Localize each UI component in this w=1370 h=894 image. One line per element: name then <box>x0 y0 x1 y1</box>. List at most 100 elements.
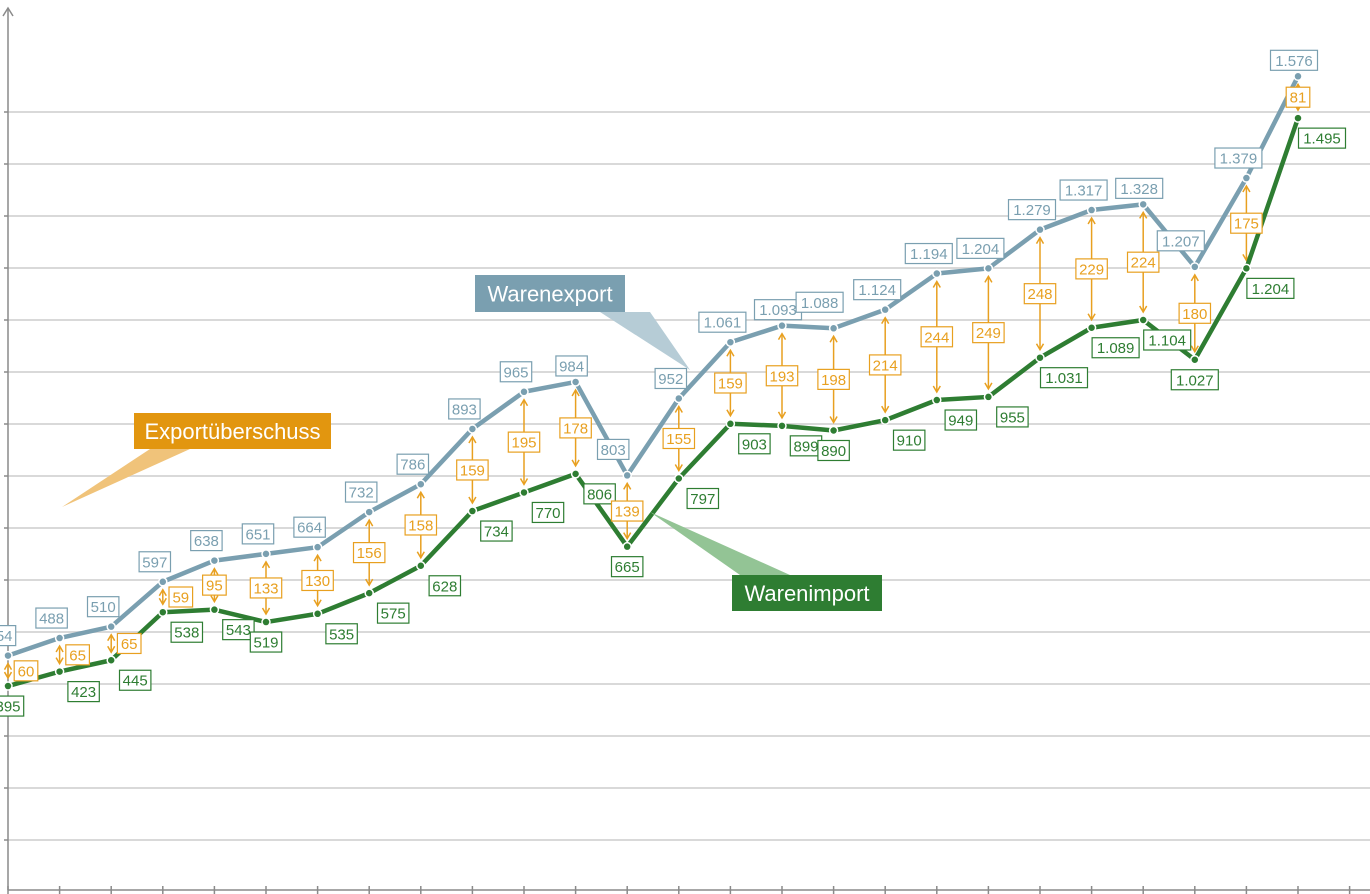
surplus-arrow-head <box>571 459 580 468</box>
callout-pointer <box>62 449 190 507</box>
export-point <box>983 263 994 274</box>
label-box <box>1023 283 1057 305</box>
label-box <box>118 669 152 691</box>
surplus-arrow-head <box>881 405 890 414</box>
export-data-label: 1.279 <box>1007 199 1057 221</box>
label-text: 890 <box>821 443 846 460</box>
export-point <box>519 387 529 397</box>
label-text: 159 <box>718 375 743 392</box>
label-box <box>1285 86 1311 108</box>
import-data-label: 519 <box>249 631 283 653</box>
import-point <box>880 415 890 425</box>
export-point <box>880 304 890 315</box>
label-box <box>1007 199 1057 221</box>
export-data-label: 488 <box>35 607 68 629</box>
label-text: 65 <box>69 647 86 664</box>
import-data-label: 1.089 <box>1091 337 1140 359</box>
label-box <box>904 242 953 265</box>
label-text: 445 <box>123 673 148 690</box>
label-box <box>202 574 227 596</box>
callout-box <box>732 575 882 611</box>
import-point <box>1086 322 1097 333</box>
import-point <box>674 473 684 484</box>
label-text: 229 <box>1079 261 1104 278</box>
label-text: 786 <box>400 457 425 474</box>
label-text: 770 <box>535 505 560 522</box>
label-box <box>138 551 172 573</box>
label-box <box>1126 251 1160 273</box>
export-data-label: 454 <box>0 624 17 647</box>
label-text: 510 <box>91 599 116 616</box>
label-box <box>404 514 438 536</box>
label-box <box>352 541 386 564</box>
export-data-label: 1.379 <box>1214 147 1263 169</box>
surplus-arrow-head <box>416 551 425 560</box>
label-box <box>376 602 410 624</box>
label-box <box>996 406 1029 428</box>
label-box <box>86 596 120 618</box>
surplus-arrow-head <box>55 644 64 653</box>
export-data-label: 1.124 <box>853 279 902 301</box>
export-data-label: 664 <box>293 516 326 538</box>
callout-label: Warenimport <box>744 581 869 606</box>
label-text: 1.317 <box>1065 183 1103 200</box>
label-box <box>1156 230 1205 252</box>
label-text: 903 <box>742 436 767 453</box>
surplus-data-label: 244 <box>920 326 954 348</box>
label-box <box>654 367 688 390</box>
label-text: 1.279 <box>1013 202 1051 219</box>
export-point <box>725 337 736 347</box>
surplus-arrow-head <box>416 490 425 499</box>
surplus-arrow-head <box>1035 236 1045 245</box>
surplus-arrow-head <box>623 481 632 490</box>
label-box <box>555 355 588 377</box>
import-point <box>158 607 168 617</box>
label-box <box>499 361 533 383</box>
surplus-arrow-head <box>158 588 167 597</box>
callouts: Exportüberschuss Warenexport Warenimport <box>62 275 882 611</box>
surplus-data-label: 59 <box>168 586 194 608</box>
surplus-arrow-head <box>623 532 632 541</box>
surplus-data-label: 198 <box>817 368 850 390</box>
surplus-arrow-head <box>829 334 838 343</box>
label-text: 538 <box>174 625 199 642</box>
label-text: 893 <box>452 401 477 418</box>
label-text: 1.027 <box>1176 372 1214 389</box>
label-text: 732 <box>349 485 374 502</box>
surplus-data-label: 178 <box>559 417 592 439</box>
label-text: 965 <box>503 364 528 381</box>
label-box <box>249 577 283 599</box>
export-data-label: 1.093 <box>753 299 803 321</box>
surplus-arrow-head <box>829 416 838 424</box>
export-point <box>1241 173 1252 183</box>
export-data-label: 1.328 <box>1115 177 1164 199</box>
label-box <box>168 586 194 608</box>
surplus-arrow-head <box>984 382 993 391</box>
surplus-arrow-head <box>984 274 993 283</box>
label-box <box>507 431 541 453</box>
label-text: 244 <box>924 329 949 346</box>
callout-pointer <box>650 512 790 575</box>
export-data-label: 732 <box>344 481 378 503</box>
label-text: 423 <box>71 684 96 701</box>
surplus-data-label: 195 <box>507 431 541 453</box>
surplus-data-label: 133 <box>249 577 283 599</box>
label-box <box>892 429 926 451</box>
import-point <box>209 604 220 615</box>
export-data-label: 1.061 <box>698 311 747 333</box>
export-point <box>570 377 581 387</box>
surplus-arrow-head <box>932 385 941 394</box>
label-box <box>1039 367 1089 389</box>
label-box <box>1178 302 1212 324</box>
label-text: 159 <box>460 462 485 479</box>
label-text: 130 <box>305 573 330 590</box>
label-box <box>795 291 844 313</box>
import-data-label: 910 <box>892 429 926 451</box>
grid <box>8 111 1370 841</box>
export-point <box>54 633 65 643</box>
label-box <box>325 623 358 645</box>
label-text: 156 <box>357 545 382 562</box>
import-data-label: 1.495 <box>1297 127 1347 149</box>
label-text: 1.576 <box>1275 53 1313 70</box>
